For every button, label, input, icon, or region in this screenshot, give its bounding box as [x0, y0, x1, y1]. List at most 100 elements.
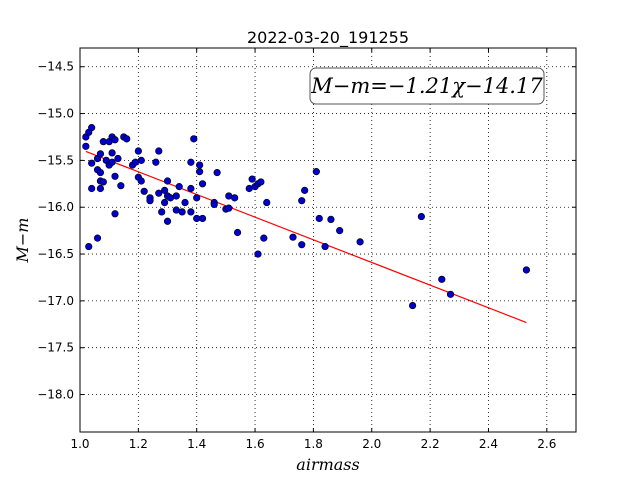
data-point — [85, 242, 93, 251]
data-point — [181, 198, 189, 207]
data-point — [137, 156, 145, 164]
annotation-box — [309, 67, 545, 105]
data-point — [417, 212, 425, 221]
data-point — [198, 214, 207, 223]
data-point — [155, 147, 163, 155]
fit-annotation: M−m=−1.21χ−14.17 — [309, 67, 545, 105]
x-tick-label: 1.6 — [246, 437, 265, 451]
plot-frame — [79, 47, 577, 433]
data-point — [233, 228, 242, 237]
x-tick-label: 1.0 — [70, 437, 89, 451]
y-tick-label: −18.0 — [37, 388, 74, 402]
y-axis-label: M−m — [13, 218, 32, 264]
data-point — [114, 154, 122, 163]
y-tick-label: −15.5 — [37, 153, 74, 167]
y-tick-label: −15.0 — [37, 107, 74, 121]
data-point — [198, 180, 207, 188]
x-tick-label: 2.2 — [421, 437, 440, 451]
data-point — [254, 250, 262, 258]
data-point — [263, 198, 271, 207]
x-tick-label: 2.0 — [362, 437, 381, 451]
chart-title: 2022-03-20_191255 — [247, 28, 409, 48]
data-point — [88, 184, 96, 193]
y-tick-label: −16.0 — [37, 200, 74, 214]
data-point — [321, 242, 329, 251]
data-point — [108, 158, 116, 166]
data-point — [298, 241, 306, 249]
x-tick-label: 1.4 — [187, 437, 206, 451]
y-tick-label: −17.5 — [37, 341, 74, 355]
data-point — [193, 194, 201, 202]
data-point — [522, 266, 531, 274]
data-point — [336, 227, 344, 235]
data-point — [163, 177, 172, 185]
data-point — [96, 168, 105, 177]
y-tick-label: −17.0 — [37, 294, 74, 308]
grid — [79, 48, 576, 432]
data-point — [88, 124, 96, 132]
data-point — [146, 197, 154, 205]
data-point — [225, 204, 233, 212]
data-point — [134, 147, 142, 155]
data-points — [82, 124, 531, 310]
data-point — [289, 233, 297, 241]
data-point — [111, 172, 119, 180]
data-point — [93, 234, 102, 242]
data-point — [327, 215, 335, 223]
data-point — [356, 238, 364, 246]
data-point — [158, 208, 166, 216]
annotation-text: M−m=−1.21χ−14.17 — [310, 74, 543, 98]
y-tick-label: −16.5 — [37, 247, 74, 261]
data-point — [163, 217, 172, 225]
data-point — [187, 158, 195, 166]
data-point — [187, 208, 195, 216]
data-point — [196, 168, 204, 176]
data-point — [315, 214, 323, 223]
data-point — [438, 275, 446, 283]
x-tick-label: 1.8 — [304, 437, 323, 451]
data-point — [137, 177, 145, 185]
data-point — [409, 301, 417, 310]
x-tick-label: 1.2 — [129, 437, 148, 451]
data-point — [231, 194, 239, 202]
fit-line-layer — [85, 150, 527, 324]
x-tick-label: 2.4 — [479, 437, 498, 451]
data-point — [260, 234, 268, 242]
data-point — [111, 136, 119, 144]
data-point — [155, 189, 163, 197]
data-point — [213, 168, 221, 177]
data-point — [312, 168, 320, 176]
data-point — [175, 183, 183, 191]
data-point — [298, 197, 306, 205]
data-point — [248, 175, 256, 183]
data-point — [99, 178, 107, 186]
data-point — [117, 182, 125, 190]
fit-line — [85, 150, 527, 324]
data-point — [82, 142, 90, 150]
data-point — [446, 290, 455, 298]
data-point — [257, 178, 265, 186]
data-point — [123, 135, 131, 143]
data-point — [108, 149, 116, 157]
data-point — [96, 150, 105, 158]
data-point — [96, 184, 105, 193]
data-point — [190, 135, 198, 143]
data-point — [301, 186, 309, 194]
x-tick-label: 2.6 — [537, 437, 556, 451]
data-point — [196, 161, 204, 169]
data-point — [161, 186, 169, 194]
x-axis-label: airmass — [296, 455, 359, 474]
data-point — [140, 187, 148, 195]
data-point — [178, 208, 186, 216]
data-point — [88, 159, 96, 167]
x-axis: 1.0 1.2 1.4 1.6 1.8 2.0 2.2 2.4 2.6 — [70, 48, 556, 451]
data-point — [152, 158, 160, 166]
y-axis: −14.5 −15.0 −15.5 −16.0 −16.5 −17.0 −17.5 −18.0 — [37, 60, 576, 402]
y-tick-label: −14.5 — [37, 60, 74, 74]
data-point — [161, 198, 169, 207]
data-point — [187, 184, 195, 193]
data-point — [111, 210, 119, 218]
data-point — [172, 192, 180, 200]
data-point — [210, 200, 218, 209]
